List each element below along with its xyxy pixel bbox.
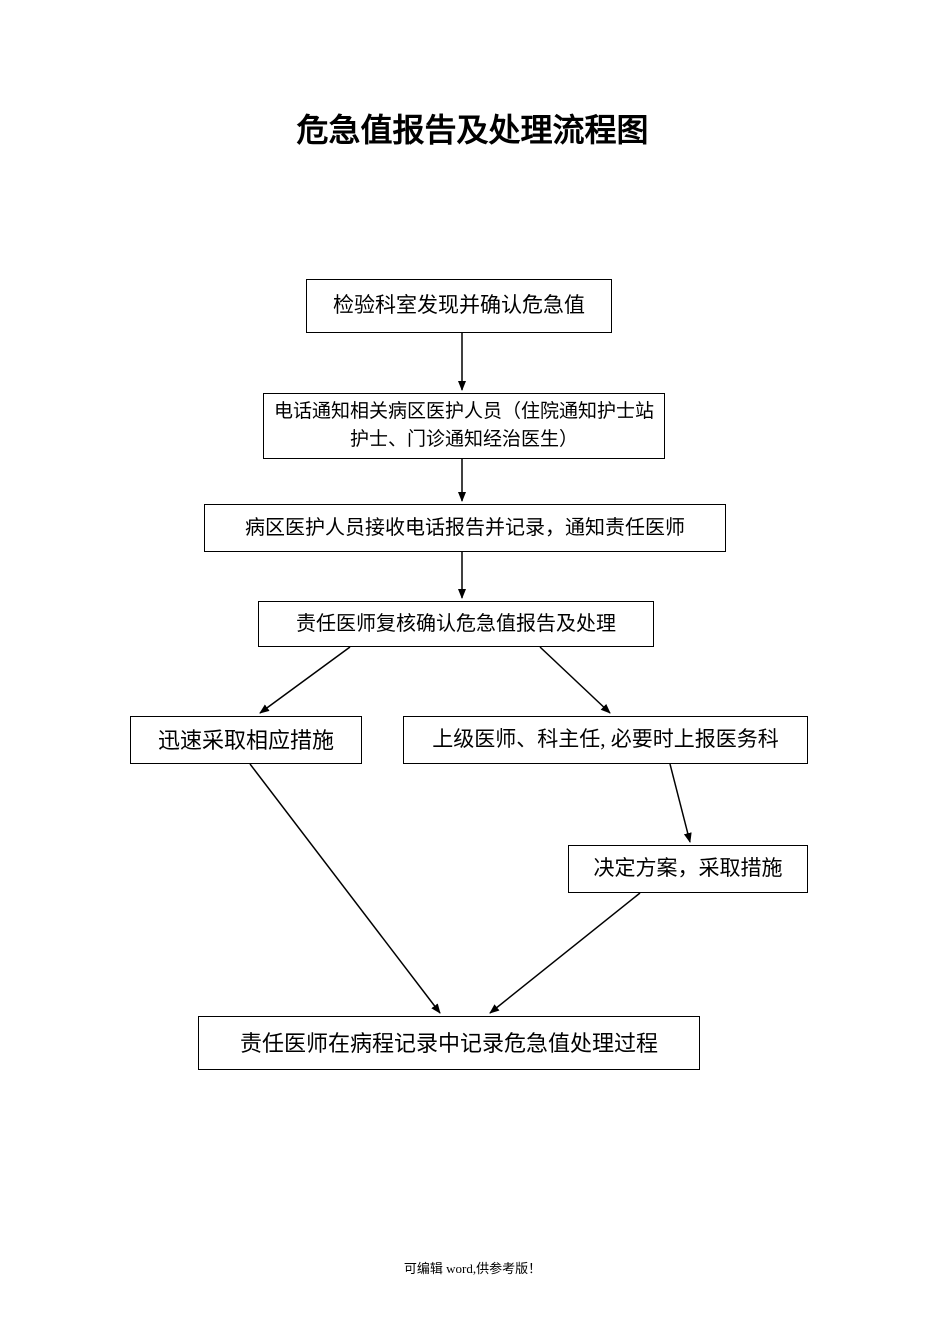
flowchart-node: 电话通知相关病区医护人员（住院通知护士站护士、门诊通知经治医生） [263,393,665,459]
flowchart-node: 迅速采取相应措施 [130,716,362,764]
flowchart-node: 决定方案，采取措施 [568,845,808,893]
page-title: 危急值报告及处理流程图 [0,105,945,151]
flowchart-node: 责任医师复核确认危急值报告及处理 [258,601,654,647]
page-footer: 可编辑 word,供参考版！ [0,1258,945,1277]
flowchart-node: 上级医师、科主任, 必要时上报医务科 [403,716,808,764]
flowchart-node: 责任医师在病程记录中记录危急值处理过程 [198,1016,700,1070]
flowchart-node: 检验科室发现并确认危急值 [306,279,612,333]
flowchart-node: 病区医护人员接收电话报告并记录，通知责任医师 [204,504,726,552]
flowchart-arrows [0,0,945,1337]
